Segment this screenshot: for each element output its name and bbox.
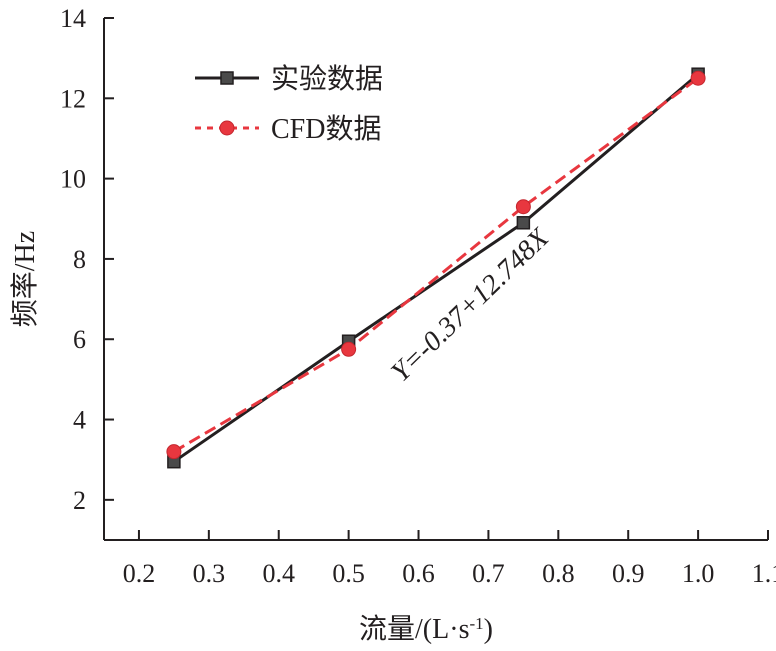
y-tick-label: 2 bbox=[73, 486, 86, 515]
data-point-square bbox=[516, 216, 531, 230]
legend-label-2: CFD数据 bbox=[271, 113, 381, 145]
data-point-circle bbox=[690, 70, 706, 86]
x-axis-title-superscript: -1 bbox=[469, 614, 483, 633]
series-line-1 bbox=[173, 73, 700, 463]
y-tick-label: 14 bbox=[60, 4, 86, 33]
x-tick-label: 0.6 bbox=[402, 559, 435, 588]
x-tick-label: 0.8 bbox=[542, 559, 575, 588]
series-markers bbox=[166, 67, 706, 469]
y-tick-label: 12 bbox=[60, 84, 86, 113]
y-tick-label: 6 bbox=[73, 325, 86, 354]
data-point-circle bbox=[166, 444, 182, 460]
x-axis-title: 流量/(L·s-1) bbox=[359, 613, 493, 645]
regression-equation: Y=-0.37+12.748X bbox=[385, 222, 555, 388]
x-axis-title-end: ) bbox=[484, 614, 493, 645]
x-tick-label: 0.5 bbox=[332, 559, 365, 588]
y-tick-label: 4 bbox=[73, 406, 86, 435]
axes bbox=[103, 18, 768, 541]
legend-label-1: 实验数据 bbox=[271, 63, 383, 95]
x-tick-label: 0.2 bbox=[123, 559, 156, 588]
data-point-circle bbox=[341, 341, 357, 357]
legend: 实验数据 CFD数据 bbox=[195, 63, 383, 145]
x-axis-ticks: 0.2 0.3 0.4 0.5 0.6 0.7 0.8 0.9 1.0 1.1 bbox=[123, 530, 776, 588]
series-lines bbox=[173, 73, 700, 463]
x-axis-title-main: 流量/(L·s bbox=[359, 613, 469, 645]
y-axis-title: 频率/Hz bbox=[9, 231, 41, 327]
legend-marker-square bbox=[220, 71, 234, 85]
x-tick-label: 1.0 bbox=[682, 559, 715, 588]
legend-marker-circle bbox=[219, 120, 235, 136]
data-point-circle bbox=[515, 199, 531, 215]
x-tick-label: 0.9 bbox=[612, 559, 645, 588]
x-tick-label: 0.7 bbox=[472, 559, 505, 588]
x-tick-label: 0.3 bbox=[193, 559, 226, 588]
x-tick-label: 0.4 bbox=[262, 559, 295, 588]
y-axis-ticks: 2 4 6 8 10 12 14 bbox=[60, 4, 114, 515]
y-tick-label: 8 bbox=[73, 245, 86, 274]
y-tick-label: 10 bbox=[60, 165, 86, 194]
x-tick-label: 1.1 bbox=[752, 559, 776, 588]
series-line-2 bbox=[173, 77, 699, 453]
